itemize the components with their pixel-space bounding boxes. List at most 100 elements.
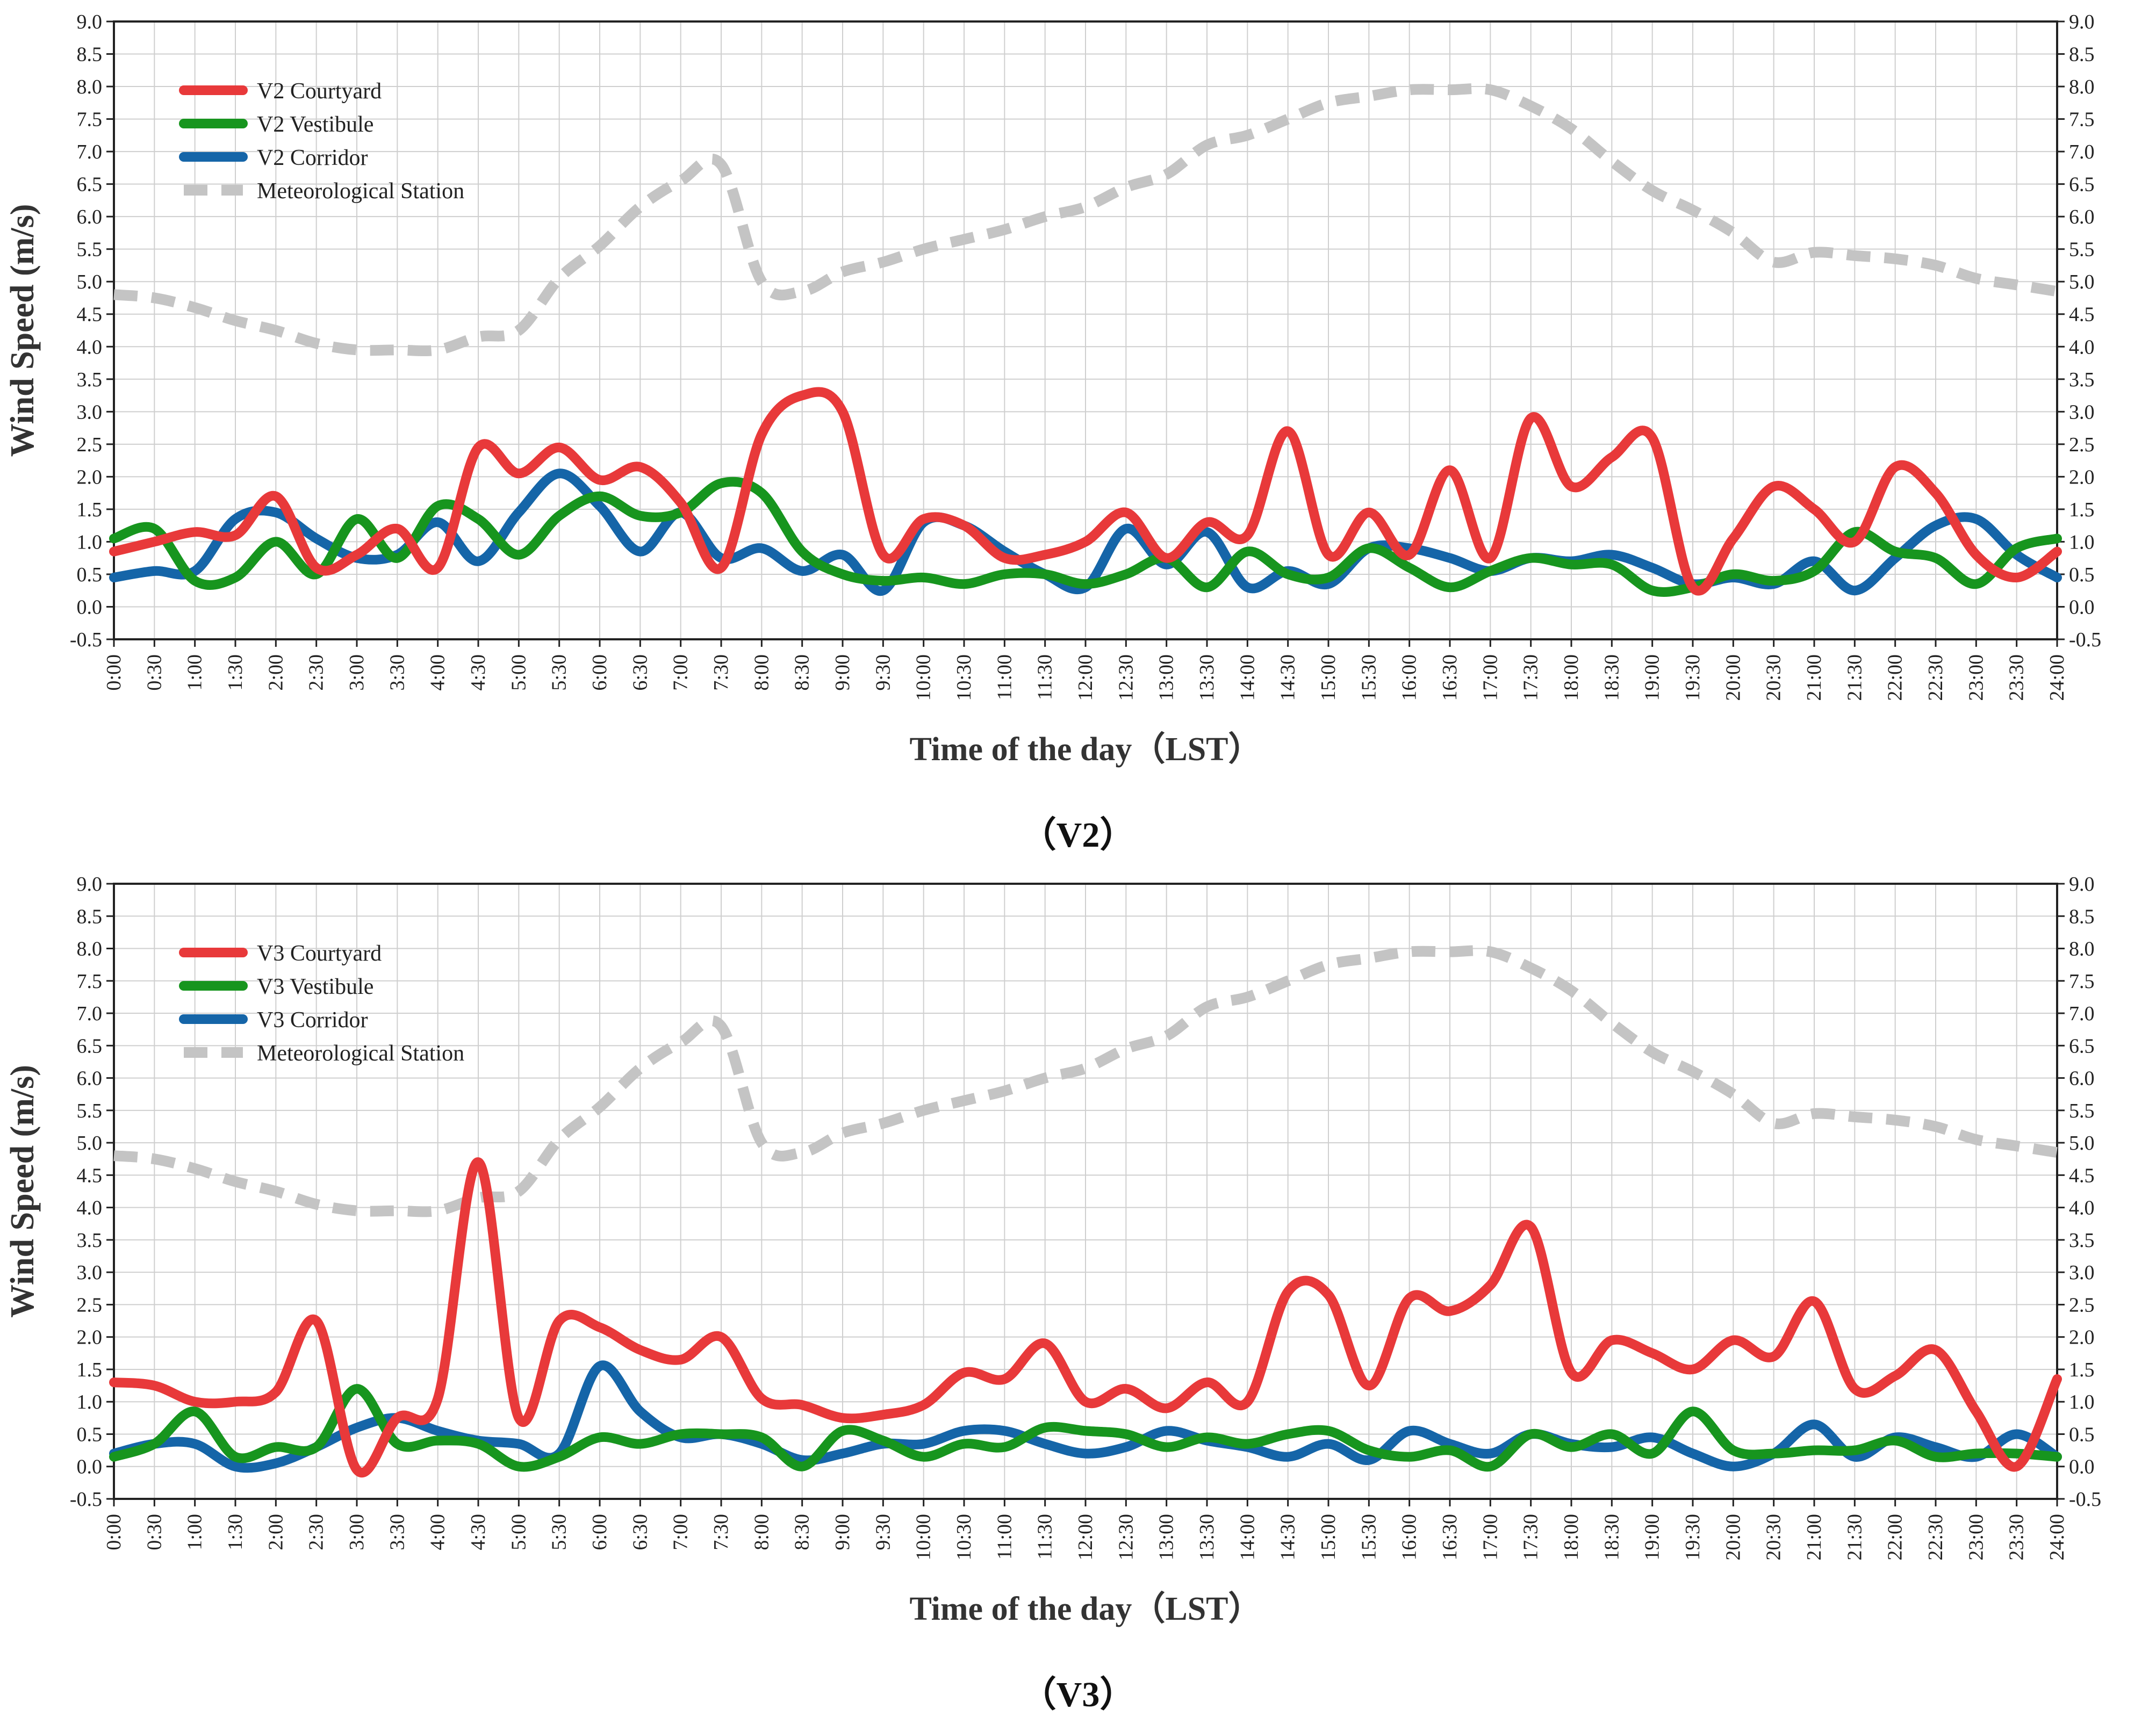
x-tick-label: 7:30 — [710, 1514, 732, 1550]
x-tick-label: 10:00 — [912, 654, 935, 701]
series-line-station — [113, 945, 2058, 1217]
y-tick-label-right: 0.5 — [2069, 1423, 2095, 1446]
x-tick-label: 12:30 — [1115, 654, 1137, 701]
legend-v2: V2 Courtyard V2 Vestibule V2 Corridor Meteo… — [179, 79, 464, 204]
y-tick-label-left: 2.5 — [77, 434, 103, 456]
series-lines-v2 — [109, 83, 2062, 597]
y-tick-label-left: 4.5 — [77, 304, 103, 326]
x-tick-label: 12:00 — [1074, 654, 1097, 701]
x-tick-label: 0:30 — [143, 1514, 166, 1550]
y-tick-label-right: 3.5 — [2069, 1229, 2095, 1252]
grid-v2 — [113, 21, 2058, 640]
legend-label-station: Meteorological Station — [257, 1041, 464, 1066]
y-tick-label-left: 3.0 — [77, 1261, 103, 1284]
y-tick-label-right: 6.5 — [2069, 174, 2095, 196]
y-tick-label-left: 5.0 — [77, 1132, 103, 1155]
y-tick-label-right: 3.0 — [2069, 1261, 2095, 1284]
y-tick-label-right: 4.0 — [2069, 1197, 2095, 1220]
y-tick-label-left: 9.0 — [77, 873, 103, 896]
x-tick-label: 2:00 — [264, 654, 287, 691]
y-tick-label-left: 7.5 — [77, 109, 103, 131]
x-tick-label: 18:30 — [1600, 1514, 1623, 1561]
x-tick-label: 11:00 — [993, 1514, 1016, 1560]
x-tick-label: 8:30 — [791, 654, 814, 691]
y-tick-label-left: 5.5 — [77, 1100, 103, 1122]
x-tick-label: 0:00 — [103, 1514, 125, 1550]
x-tick-label: 15:30 — [1357, 654, 1380, 701]
x-tick-label: 19:00 — [1641, 1514, 1664, 1561]
x-tick-label: 2:00 — [264, 1514, 287, 1550]
y-tick-label-left: -0.5 — [70, 1488, 102, 1511]
x-tick-label: 11:30 — [1034, 1514, 1057, 1560]
y-axis-label: Wind Speed (m/s) — [4, 1065, 41, 1318]
y-tick-label-left: 8.5 — [77, 905, 103, 928]
x-tick-label: 4:30 — [467, 1514, 490, 1550]
y-tick-label-left: 0.0 — [77, 1456, 103, 1478]
x-axis-label: Time of the day（LST） — [909, 730, 1261, 768]
y-tick-label-left: 3.0 — [77, 401, 103, 423]
series-line-station — [113, 83, 2058, 357]
y-tick-label-left: 2.5 — [77, 1294, 103, 1316]
x-tick-label: 15:00 — [1317, 1514, 1340, 1561]
y-tick-label-right: 1.5 — [2069, 499, 2095, 521]
x-axis-label: Time of the day（LST） — [909, 1590, 1261, 1627]
y-tick-label-right: 8.5 — [2069, 44, 2095, 66]
x-tick-label: 8:00 — [750, 1514, 773, 1550]
x-tick-label: 12:00 — [1074, 1514, 1097, 1561]
x-tick-label: 16:30 — [1439, 1514, 1461, 1561]
x-tick-label: 15:30 — [1357, 1514, 1380, 1561]
x-tick-label: 1:30 — [224, 654, 247, 691]
x-tick-label: 6:30 — [629, 654, 651, 691]
x-tick-label: 10:30 — [953, 1514, 975, 1561]
y-tick-label-right: 0.5 — [2069, 564, 2095, 586]
legend-label-courtyard: V2 Courtyard — [257, 79, 382, 104]
y-tick-label-left: 3.5 — [77, 1229, 103, 1252]
x-tick-label: 7:00 — [670, 654, 692, 691]
x-tick-label: 3:30 — [386, 654, 408, 691]
y-tick-label-right: 4.5 — [2069, 304, 2095, 326]
x-tick-label: 17:00 — [1479, 654, 1501, 701]
x-tick-label: 14:30 — [1277, 654, 1299, 701]
y-tick-label-right: 0.0 — [2069, 596, 2095, 618]
x-tick-label: 7:30 — [710, 654, 732, 691]
x-tick-label: 5:30 — [548, 1514, 571, 1550]
y-tick-label-right: 4.0 — [2069, 336, 2095, 358]
x-tick-label: 18:00 — [1560, 654, 1583, 701]
y-tick-label-left: 6.0 — [77, 206, 103, 228]
x-tick-label: 12:30 — [1115, 1514, 1137, 1561]
y-tick-label-left: 8.5 — [77, 44, 103, 66]
y-tick-label-left: 6.5 — [77, 174, 103, 196]
x-tick-label: 21:00 — [1803, 654, 1826, 701]
y-tick-label-right: 5.5 — [2069, 239, 2095, 261]
y-tick-label-left: 1.5 — [77, 499, 103, 521]
x-tick-label: 6:30 — [629, 1514, 651, 1550]
x-tick-label: 5:00 — [507, 1514, 530, 1550]
x-tick-label: 4:30 — [467, 654, 490, 691]
y-tick-label-left: 8.0 — [77, 938, 103, 961]
y-tick-label-left: 0.5 — [77, 1423, 103, 1446]
legend-label-vestibule: V3 Vestibule — [257, 975, 373, 999]
x-tick-label: 8:30 — [791, 1514, 814, 1550]
y-tick-label-left: 7.0 — [77, 1002, 103, 1025]
legend-label-station: Meteorological Station — [257, 179, 464, 204]
x-tick-label: 11:30 — [1034, 654, 1057, 700]
y-tick-label-right: 8.0 — [2069, 76, 2095, 98]
x-tick-label: 20:30 — [1763, 654, 1785, 701]
x-tick-label: 18:00 — [1560, 1514, 1583, 1561]
x-tick-label: 24:00 — [2046, 1514, 2068, 1561]
y-tick-label-left: 6.0 — [77, 1067, 103, 1090]
chart-caption-v3: （V3） — [1020, 1675, 1136, 1714]
y-tick-label-right: 3.5 — [2069, 369, 2095, 391]
x-tick-label: 14:00 — [1236, 654, 1259, 701]
x-tick-label: 5:00 — [507, 654, 530, 691]
x-tick-label: 5:30 — [548, 654, 571, 691]
legend-label-corridor: V3 Corridor — [257, 1008, 368, 1033]
x-tick-label: 6:00 — [588, 1514, 611, 1550]
y-tick-label-right: 8.5 — [2069, 905, 2095, 928]
x-tick-label: 4:00 — [427, 654, 449, 691]
series-line-vestibule — [109, 477, 2062, 597]
x-tick-label: 14:30 — [1277, 1514, 1299, 1561]
y-tick-label-right: -0.5 — [2069, 1488, 2101, 1511]
x-tick-label: 22:00 — [1884, 1514, 1907, 1561]
